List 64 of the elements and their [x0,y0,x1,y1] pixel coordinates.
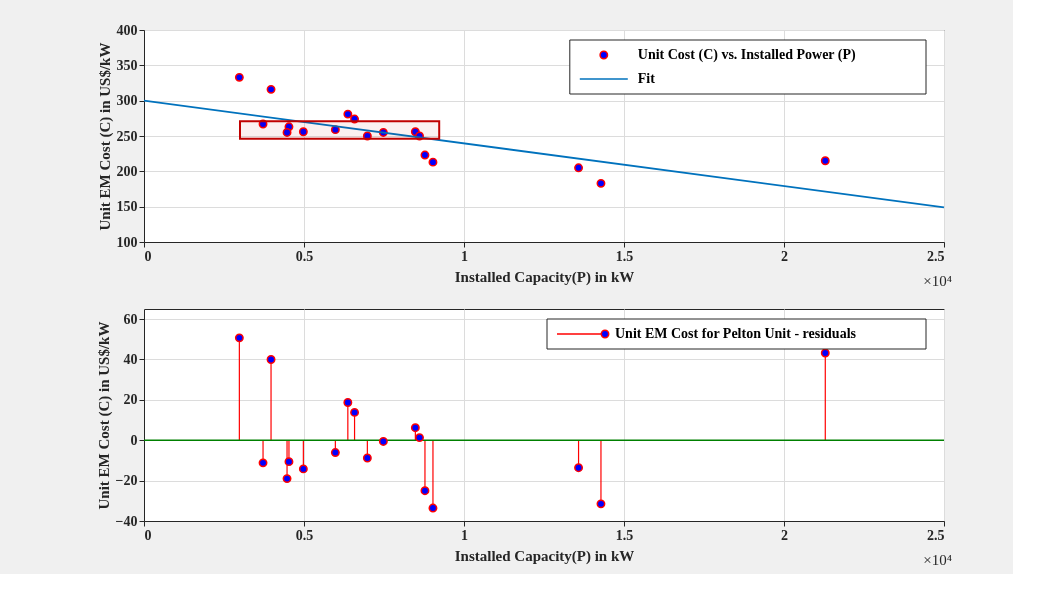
point [284,457,294,467]
y-tick-label: 100 [116,234,138,250]
point [574,163,584,173]
y-tick-label: −20 [115,473,138,489]
point [266,84,276,94]
legend-label: Fit [637,71,656,86]
point [258,119,268,129]
point [596,499,606,509]
y-tick-label: 20 [123,392,138,408]
y-tick-label: 250 [116,128,138,144]
y-tick-label: 300 [116,93,138,109]
x-tick-label: 2.5 [927,527,945,543]
text: ×10⁴ [923,273,952,289]
point [428,503,438,513]
x-tick-label: 2.5 [927,248,945,264]
x-tick-label: 2 [781,527,788,543]
point [362,453,372,463]
text: ×10⁴ [923,552,952,568]
x-axis-title: Installed Capacity(P) in kW [454,268,635,286]
point [266,355,276,364]
point [343,109,353,119]
point [258,458,268,468]
point [234,72,244,82]
point [428,157,438,167]
x-axis-title: Installed Capacity(P) in kW [454,547,635,565]
x-tick-label: 1.5 [615,248,634,264]
x-tick-label: 2 [781,248,788,264]
y-tick-label: 60 [123,311,138,327]
point [574,463,584,473]
point [362,131,372,141]
point [282,128,292,137]
y-tick-label: 40 [123,351,138,367]
y-axis-title: Unit EM Cost (C) in US$/kW [95,321,113,510]
point [350,407,360,417]
point [298,464,308,474]
x-tick-label: 1 [461,248,468,264]
y-tick-label: 200 [116,163,138,179]
point [234,333,244,343]
x-tick-label: 0 [144,527,152,543]
x-tick-label: 1 [461,527,468,543]
point [410,423,420,433]
y-axis-title: Unit EM Cost (C) in US$/kW [96,42,114,231]
point [282,474,292,484]
y-tick-label: 0 [130,432,138,448]
point [378,437,388,446]
legend-label: Unit EM Cost for Pelton Unit - residuals [615,326,857,341]
y-tick-label: 150 [116,199,138,215]
x-tick-label: 1.5 [615,527,634,543]
x-tick-label: 0.5 [295,527,314,543]
point [298,127,308,137]
point [596,178,606,188]
point [350,114,360,124]
legend-label: Unit Cost (C) vs. Installed Power (P) [637,47,857,63]
point [420,150,430,160]
point [343,398,353,407]
point [820,156,830,166]
point [415,433,424,443]
x-tick-label: 0.5 [295,248,314,264]
point [330,448,340,457]
x-tick-label: 0 [144,248,152,264]
y-tick-label: 400 [116,22,138,38]
y-tick-label: −40 [115,513,138,529]
y-tick-label: 350 [116,57,138,73]
point [420,486,430,496]
